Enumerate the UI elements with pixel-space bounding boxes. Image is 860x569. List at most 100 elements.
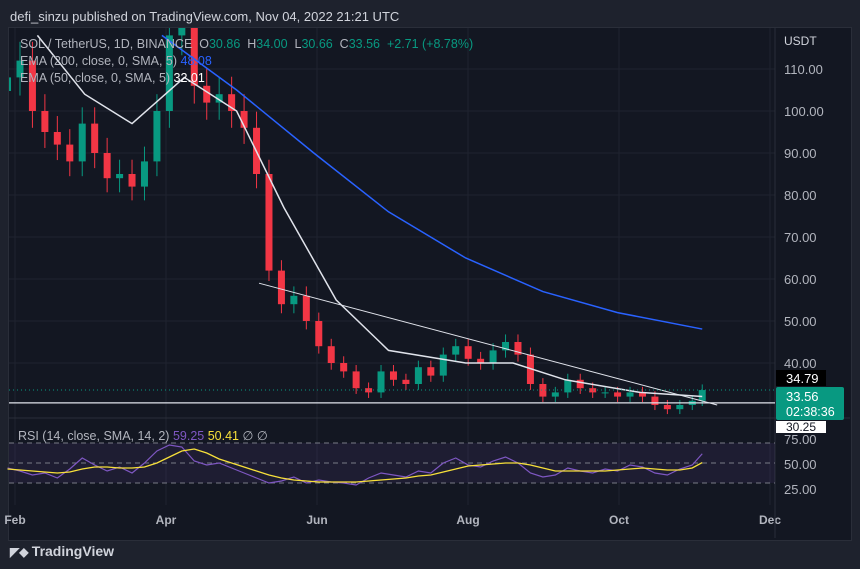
high-value: 34.00 — [256, 37, 288, 51]
x-tick-label: Oct — [609, 513, 629, 527]
low-price-tag — [776, 421, 826, 433]
candle — [502, 342, 510, 351]
candle — [128, 174, 136, 187]
candle — [464, 346, 472, 359]
logo-icon: ◤◆ — [10, 545, 32, 559]
candle — [477, 358, 485, 363]
close-value: 33.56 — [348, 37, 380, 51]
candle — [28, 60, 36, 111]
y-tick-label: 110.00 — [784, 62, 823, 77]
y-tick-label: 80.00 — [784, 188, 817, 203]
candle — [551, 392, 559, 397]
candle — [601, 392, 609, 394]
rsi-tick-label: 75.00 — [784, 432, 817, 447]
x-tick-label: Feb — [4, 513, 25, 527]
candle — [651, 396, 659, 405]
y-tick-label: 100.00 — [784, 104, 824, 119]
candle — [190, 28, 198, 86]
currency-label: USDT — [784, 34, 817, 48]
candle — [178, 28, 186, 36]
candle — [539, 384, 547, 397]
candle — [315, 321, 323, 347]
rsi-ma-line — [7, 448, 703, 483]
last-price-tag — [776, 387, 844, 420]
candle — [614, 392, 622, 397]
x-tick-label: Apr — [156, 513, 177, 527]
candle — [240, 111, 248, 128]
x-tick-label: Jun — [306, 513, 327, 527]
candle — [698, 390, 706, 401]
publish-info: defi_sinzu published on TradingView.com,… — [10, 9, 400, 24]
x-tick-label: Aug — [456, 513, 479, 527]
candle — [663, 405, 671, 410]
candle — [103, 153, 111, 179]
candle — [16, 60, 24, 78]
candle — [365, 388, 373, 393]
ema50-legend[interactable]: EMA (50, close, 0, SMA, 5) 32.01 — [20, 71, 205, 85]
symbol-legend: SOL / TetherUS, 1D, BINANCE O30.86 H34.0… — [20, 37, 474, 51]
y-tick-label: 40.00 — [784, 356, 817, 371]
candle — [377, 371, 385, 393]
low-value: 30.66 — [301, 37, 333, 51]
rsi-tick-label: 50.00 — [784, 457, 817, 472]
candle — [576, 379, 584, 389]
candle — [352, 371, 360, 389]
candle — [277, 270, 285, 305]
rsi-tick-label: 25.00 — [784, 482, 817, 497]
candle — [153, 111, 161, 162]
candle — [514, 342, 522, 355]
candle — [140, 161, 148, 187]
countdown-label: 02:38:36 — [786, 405, 835, 419]
candle — [215, 94, 223, 103]
candle — [589, 388, 597, 393]
high-price-tag — [776, 370, 826, 386]
candle — [228, 94, 236, 111]
candle — [638, 392, 646, 397]
candle — [53, 132, 61, 145]
candle — [402, 379, 410, 384]
high-price-label: 34.79 — [786, 371, 819, 386]
last-price-label: 33.56 — [786, 389, 819, 404]
candle — [327, 346, 335, 363]
candle — [439, 354, 447, 376]
ema200-legend[interactable]: EMA (200, close, 0, SMA, 5) 48.08 — [20, 54, 212, 68]
ema200-line — [161, 34, 703, 330]
chart-frame[interactable] — [8, 27, 852, 541]
symbol[interactable]: SOL / TetherUS, 1D, BINANCE — [20, 37, 193, 51]
candle — [452, 346, 460, 355]
candle — [41, 111, 49, 132]
y-tick-label: 70.00 — [784, 230, 817, 245]
y-tick-label: 90.00 — [784, 146, 817, 161]
rsi-legend[interactable]: RSI (14, close, SMA, 14, 2) 59.25 50.41 … — [18, 429, 268, 443]
trendline — [258, 282, 718, 406]
candle — [78, 123, 86, 162]
y-tick-label: 60.00 — [784, 272, 817, 287]
candle — [340, 363, 348, 372]
change-value: +2.71 (+8.78%) — [386, 37, 474, 51]
candle — [564, 379, 572, 393]
rsi-line — [7, 444, 703, 486]
candle — [265, 174, 273, 271]
candle — [302, 295, 310, 321]
candle — [165, 35, 173, 111]
low-price-label: 30.25 — [786, 420, 816, 434]
candle — [414, 367, 422, 384]
candle — [116, 174, 124, 179]
candle — [290, 295, 298, 305]
candle — [9, 77, 12, 92]
candle — [676, 405, 684, 410]
tradingview-logo[interactable]: ◤◆ TradingView — [10, 543, 115, 559]
candle — [489, 350, 497, 363]
y-tick-label: 50.00 — [784, 314, 817, 329]
candle — [626, 392, 634, 397]
candle — [91, 123, 99, 153]
candle — [389, 371, 397, 380]
price-plot — [9, 28, 775, 415]
open-value: 30.86 — [208, 37, 241, 51]
x-tick-label: Dec — [759, 513, 781, 527]
candle — [66, 144, 74, 162]
ema50-line — [36, 34, 703, 398]
candle — [427, 367, 435, 376]
candle — [203, 85, 211, 103]
